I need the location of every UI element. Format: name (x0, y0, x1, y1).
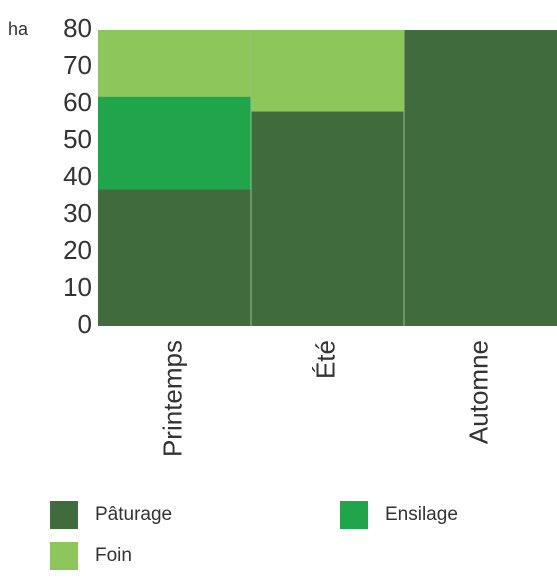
y-tick-label: 10 (63, 272, 92, 302)
y-unit-label: ha (8, 19, 29, 39)
legend-label: Foin (95, 545, 132, 566)
bar-segment (404, 30, 557, 326)
x-tick-label: Printemps (157, 340, 187, 457)
y-tick-label: 40 (63, 161, 92, 191)
legend-label: Pâturage (95, 504, 172, 525)
bar-segment (98, 189, 251, 326)
legend-swatch (50, 501, 78, 529)
y-tick-label: 60 (63, 87, 92, 117)
y-tick-label: 0 (78, 309, 92, 339)
y-tick-label: 70 (63, 50, 92, 80)
bar-segment (98, 96, 251, 190)
y-tick-label: 30 (63, 198, 92, 228)
bar-segment (251, 30, 404, 112)
x-tick-label: Automne (463, 340, 493, 444)
bar-segment (251, 111, 404, 327)
legend-label: Ensilage (385, 504, 458, 525)
x-tick-label: Été (310, 340, 340, 379)
bar-segment (98, 30, 251, 97)
y-tick-label: 50 (63, 124, 92, 154)
legend-swatch (340, 501, 368, 529)
legend-swatch (50, 542, 78, 570)
y-tick-label: 20 (63, 235, 92, 265)
y-tick-label: 80 (63, 13, 92, 43)
